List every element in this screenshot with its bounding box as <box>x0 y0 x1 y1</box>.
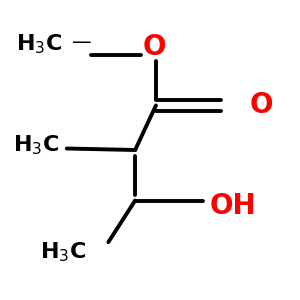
Text: OH: OH <box>209 193 256 220</box>
Text: H$_3$C: H$_3$C <box>13 134 60 157</box>
Text: O: O <box>143 34 166 62</box>
Text: O: O <box>250 92 273 119</box>
Text: H$_3$C: H$_3$C <box>40 241 86 264</box>
Text: —: — <box>72 33 92 52</box>
Text: H$_3$C: H$_3$C <box>16 33 62 56</box>
